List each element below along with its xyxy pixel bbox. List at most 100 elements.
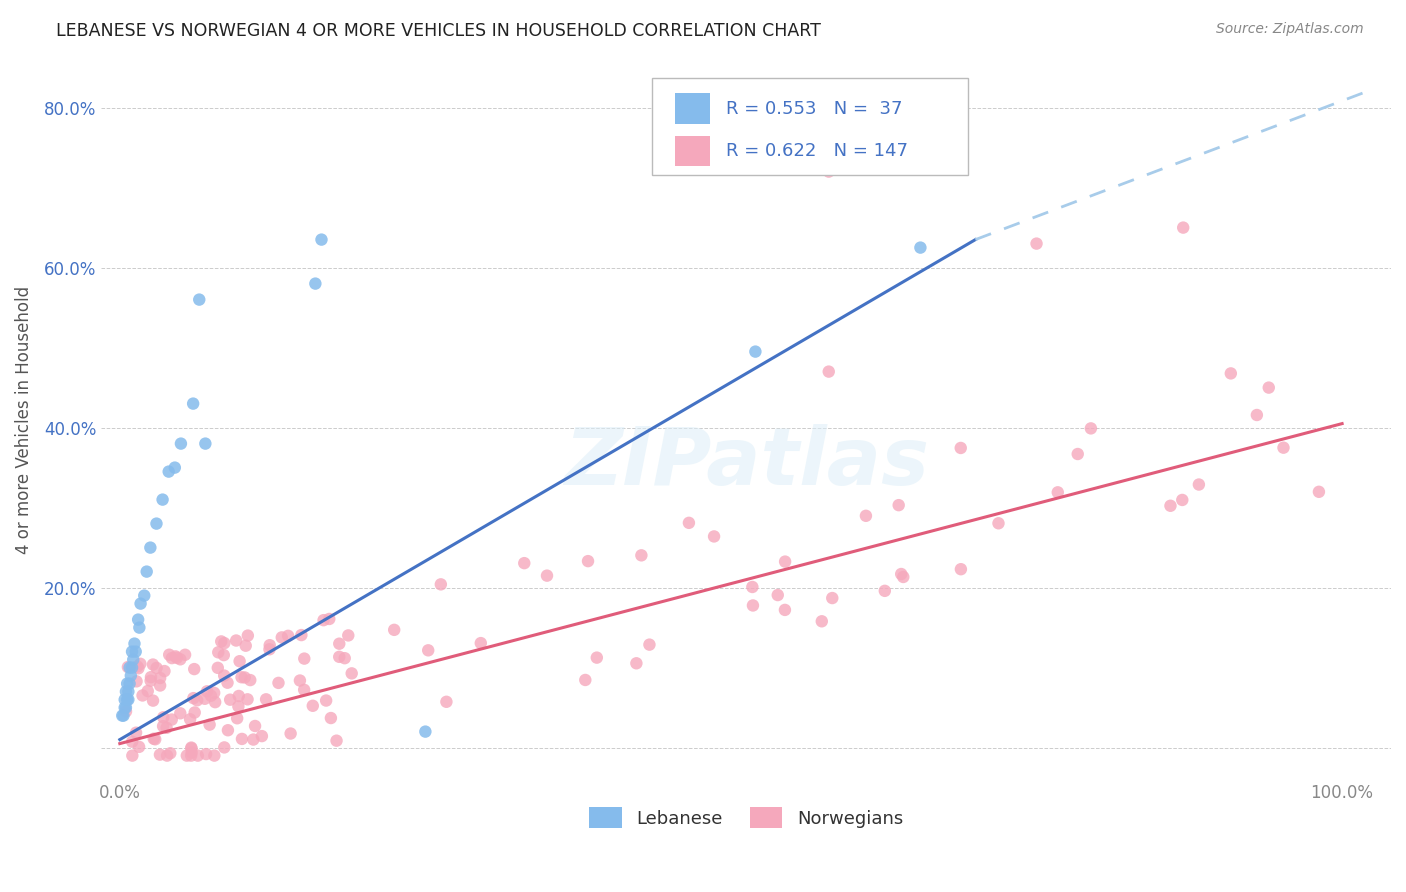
- Point: [214, 740, 236, 755]
- Point: [160, 651, 183, 665]
- Point: [233, 670, 256, 684]
- Point: [250, 729, 273, 743]
- Point: [949, 441, 972, 455]
- Point: [207, 645, 229, 659]
- Point: [115, 676, 138, 690]
- Point: [267, 676, 290, 690]
- Point: [337, 628, 360, 642]
- Point: [217, 723, 239, 738]
- Point: [134, 589, 156, 603]
- Point: [187, 748, 209, 763]
- Point: [585, 650, 607, 665]
- Point: [180, 741, 202, 756]
- Point: [128, 739, 150, 754]
- Point: [160, 713, 183, 727]
- Point: [115, 700, 138, 714]
- Point: [1080, 421, 1102, 435]
- Point: [166, 650, 188, 665]
- Point: [1159, 499, 1181, 513]
- Point: [204, 695, 226, 709]
- Point: [277, 629, 299, 643]
- Point: [157, 648, 180, 662]
- Point: [340, 666, 363, 681]
- Point: [231, 731, 253, 746]
- Point: [129, 597, 152, 611]
- Point: [536, 568, 558, 582]
- Point: [810, 615, 832, 629]
- Point: [315, 693, 337, 707]
- Point: [270, 631, 292, 645]
- Point: [304, 277, 326, 291]
- Point: [212, 668, 235, 682]
- Point: [678, 516, 700, 530]
- Point: [436, 695, 458, 709]
- Point: [139, 673, 162, 688]
- Point: [228, 654, 250, 668]
- Point: [212, 648, 235, 662]
- Point: [415, 724, 437, 739]
- Point: [176, 748, 198, 763]
- Point: [219, 692, 242, 706]
- Point: [121, 735, 143, 749]
- Point: [1067, 447, 1090, 461]
- Point: [703, 529, 725, 543]
- Point: [121, 748, 143, 763]
- Point: [194, 436, 217, 450]
- Point: [209, 634, 232, 648]
- Point: [152, 492, 174, 507]
- Point: [1171, 492, 1194, 507]
- Point: [170, 436, 193, 450]
- Point: [817, 164, 839, 178]
- FancyBboxPatch shape: [675, 94, 710, 124]
- Point: [194, 691, 217, 706]
- Point: [1246, 408, 1268, 422]
- Point: [766, 588, 789, 602]
- Point: [188, 293, 211, 307]
- Point: [125, 674, 148, 689]
- Point: [891, 570, 914, 584]
- Point: [115, 692, 138, 706]
- Point: [143, 732, 166, 747]
- Text: Source: ZipAtlas.com: Source: ZipAtlas.com: [1216, 22, 1364, 37]
- Point: [139, 670, 162, 684]
- Point: [910, 241, 932, 255]
- Text: LEBANESE VS NORWEGIAN 4 OR MORE VEHICLES IN HOUSEHOLD CORRELATION CHART: LEBANESE VS NORWEGIAN 4 OR MORE VEHICLES…: [56, 22, 821, 40]
- Point: [131, 689, 153, 703]
- Point: [1308, 484, 1330, 499]
- Point: [198, 717, 221, 731]
- Point: [156, 748, 179, 763]
- Point: [117, 660, 139, 674]
- Text: ZIPatlas: ZIPatlas: [564, 424, 929, 502]
- Point: [153, 664, 176, 678]
- Point: [887, 498, 910, 512]
- Point: [741, 580, 763, 594]
- Point: [280, 726, 302, 740]
- Point: [139, 541, 162, 555]
- Point: [1025, 236, 1047, 251]
- Point: [125, 725, 148, 739]
- Point: [228, 699, 250, 714]
- Point: [325, 733, 347, 747]
- Point: [149, 678, 172, 692]
- Point: [186, 693, 208, 707]
- Point: [200, 689, 222, 703]
- Point: [135, 565, 157, 579]
- Point: [115, 705, 138, 719]
- Point: [576, 554, 599, 568]
- Point: [142, 731, 165, 746]
- Point: [328, 637, 350, 651]
- Point: [128, 621, 150, 635]
- Point: [142, 657, 165, 672]
- Point: [145, 516, 167, 531]
- Point: [626, 657, 648, 671]
- Point: [744, 344, 766, 359]
- Point: [129, 657, 152, 671]
- Point: [890, 567, 912, 582]
- Point: [231, 670, 253, 684]
- Text: R = 0.622   N = 147: R = 0.622 N = 147: [725, 142, 908, 160]
- Point: [217, 675, 239, 690]
- FancyBboxPatch shape: [652, 78, 969, 175]
- Point: [125, 645, 148, 659]
- Point: [207, 661, 229, 675]
- Point: [180, 746, 202, 760]
